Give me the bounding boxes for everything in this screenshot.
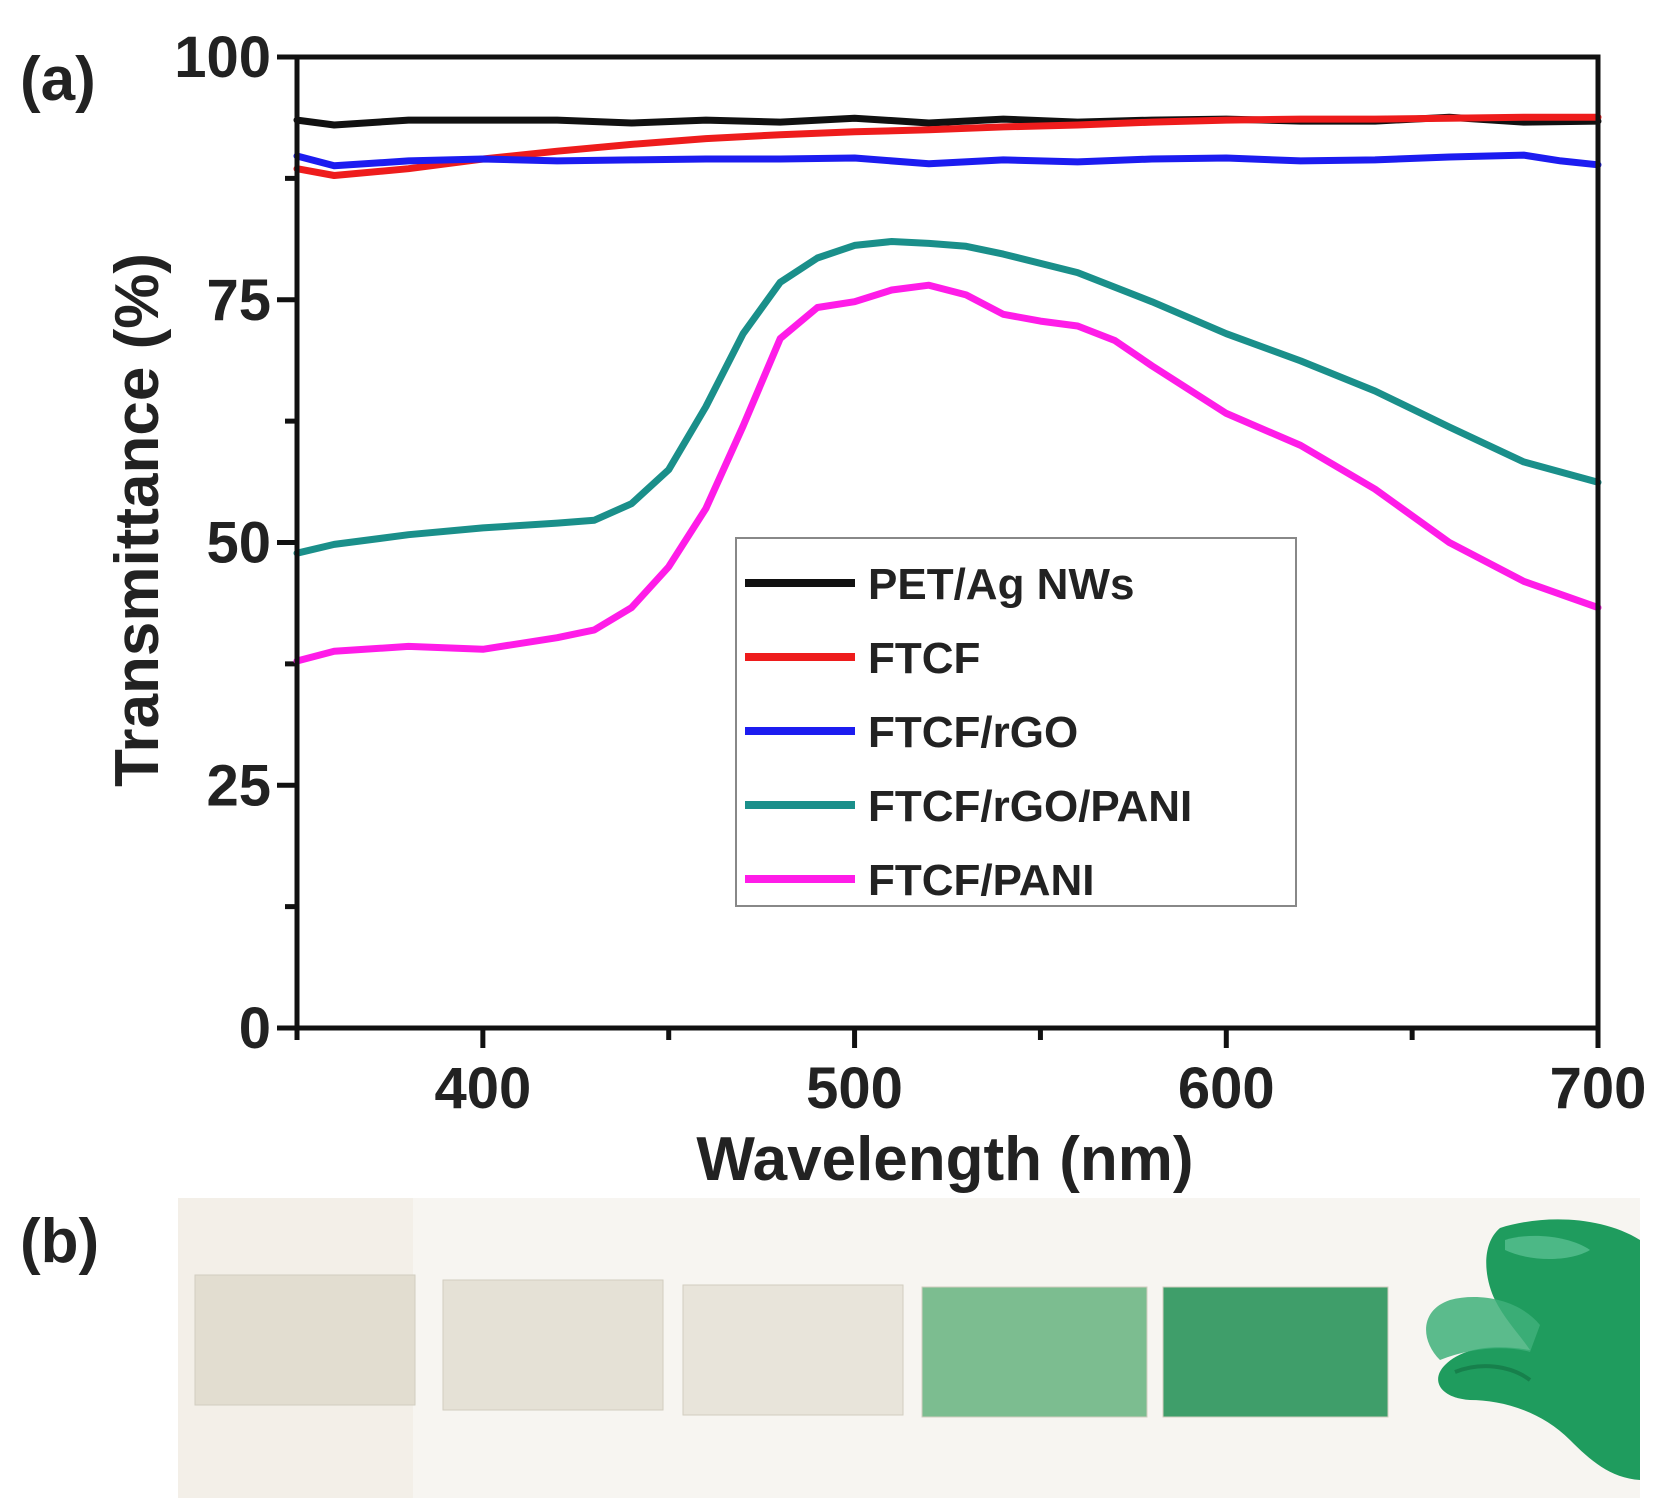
series-line-ftcf-pani [293, 281, 1602, 665]
plot-frame [294, 54, 1601, 1031]
legend-label: FTCF/rGO/PANI [868, 782, 1192, 831]
sample-film [921, 1286, 1148, 1418]
x-tick-label: 600 [1178, 1056, 1275, 1121]
sample-film [442, 1279, 664, 1411]
y-tick-label: 50 [206, 511, 271, 576]
sample-film [682, 1284, 904, 1416]
x-tick-label: 700 [1550, 1056, 1647, 1121]
series-line-ftcf-rgo-pani [293, 238, 1602, 557]
y-tick-label: 25 [206, 753, 271, 818]
x-tick-label: 500 [806, 1056, 903, 1121]
legend: PET/Ag NWs FTCF FTCF/rGO FTCF/rGO/PANI FTCF/… [735, 537, 1297, 907]
panel-a-label: (a) [20, 45, 96, 114]
y-axis-ticks: 0 25 50 75 100 [174, 25, 297, 1061]
y-tick-label: 100 [174, 25, 271, 90]
panel-b-label: (b) [20, 1207, 99, 1276]
y-axis-title: Transmittance (%) [103, 253, 172, 787]
sample-films [194, 1274, 1389, 1418]
legend-label: FTCF/rGO [868, 708, 1078, 757]
y-tick-label: 0 [239, 996, 271, 1061]
glove-hand-image [1426, 1219, 1640, 1480]
photo-background [178, 1198, 1640, 1498]
sample-photo-strip [178, 1198, 1640, 1498]
series-group [293, 113, 1602, 665]
series-line-ftcf [293, 113, 1602, 179]
legend-box [735, 537, 1297, 907]
x-axis-title: Wavelength (nm) [696, 1125, 1193, 1194]
sample-film [194, 1274, 416, 1406]
legend-label: FTCF/PANI [868, 856, 1095, 905]
x-axis-ticks: 400 500 600 700 [294, 1028, 1647, 1121]
x-tick-label: 400 [434, 1056, 531, 1121]
legend-label: PET/Ag NWs [868, 560, 1134, 609]
sample-film [1162, 1286, 1389, 1418]
legend-label: FTCF [868, 634, 980, 683]
y-tick-label: 75 [206, 268, 271, 333]
series-line-ftcf-rgo [293, 151, 1602, 170]
